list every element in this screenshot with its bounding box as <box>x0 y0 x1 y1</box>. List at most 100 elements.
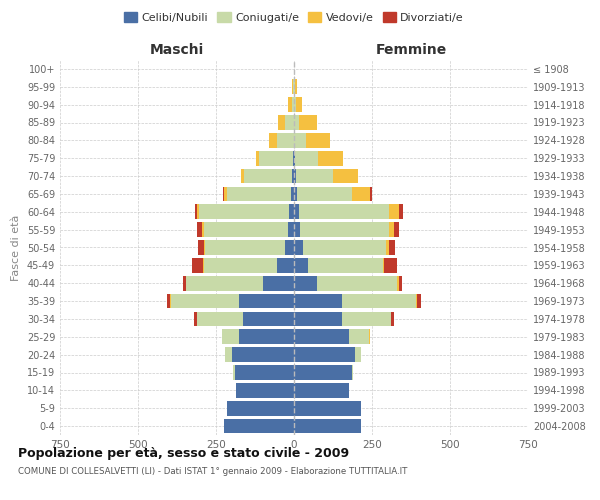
Bar <box>385 258 397 272</box>
Bar <box>236 383 294 398</box>
Bar <box>294 80 295 94</box>
Bar <box>277 133 294 148</box>
Bar <box>294 276 317 290</box>
Bar <box>235 365 294 380</box>
Bar <box>278 115 284 130</box>
Bar <box>197 204 199 219</box>
Bar <box>239 330 294 344</box>
Bar <box>239 294 294 308</box>
Bar <box>416 294 421 308</box>
Bar <box>398 204 403 219</box>
Bar <box>202 222 203 237</box>
Bar <box>293 80 294 94</box>
Bar <box>308 258 383 272</box>
Bar <box>295 151 318 166</box>
Bar <box>197 312 242 326</box>
Bar <box>300 222 389 237</box>
Bar <box>296 98 302 112</box>
Text: Popolazione per età, sesso e stato civile - 2009: Popolazione per età, sesso e stato civil… <box>18 448 349 460</box>
Bar <box>195 204 197 219</box>
Bar <box>232 348 294 362</box>
Bar <box>294 348 355 362</box>
Bar <box>182 276 186 290</box>
Bar <box>294 115 299 130</box>
Bar <box>289 204 294 219</box>
Bar <box>343 312 391 326</box>
Bar <box>294 330 349 344</box>
Bar <box>194 312 197 326</box>
Bar <box>288 222 294 237</box>
Bar <box>269 133 277 148</box>
Bar <box>292 80 293 94</box>
Bar <box>199 204 289 219</box>
Bar <box>294 312 343 326</box>
Bar <box>389 240 395 255</box>
Bar <box>355 348 361 362</box>
Bar <box>221 330 222 344</box>
Text: Femmine: Femmine <box>376 44 446 58</box>
Bar <box>167 294 170 308</box>
Bar <box>291 186 294 201</box>
Bar <box>343 294 416 308</box>
Bar <box>317 276 397 290</box>
Bar <box>394 222 398 237</box>
Bar <box>256 151 259 166</box>
Legend: Celibi/Nubili, Coniugati/e, Vedovi/e, Divorziati/e: Celibi/Nubili, Coniugati/e, Vedovi/e, Di… <box>119 8 469 28</box>
Bar <box>304 240 386 255</box>
Bar <box>352 186 370 201</box>
Bar <box>186 276 187 290</box>
Bar <box>292 168 294 184</box>
Bar <box>222 330 239 344</box>
Bar <box>226 348 232 362</box>
Y-axis label: Fasce di età: Fasce di età <box>11 214 21 280</box>
Bar <box>191 258 203 272</box>
Bar <box>284 240 294 255</box>
Bar <box>284 115 294 130</box>
Bar <box>397 276 398 290</box>
Bar <box>294 98 296 112</box>
Bar <box>383 258 385 272</box>
Bar <box>227 186 291 201</box>
Bar <box>171 294 239 308</box>
Bar <box>294 365 352 380</box>
Bar <box>292 98 294 112</box>
Bar <box>294 168 296 184</box>
Bar <box>294 419 361 434</box>
Bar <box>294 383 349 398</box>
Bar <box>318 151 343 166</box>
Bar <box>386 240 389 255</box>
Bar <box>233 365 235 380</box>
Bar <box>204 240 205 255</box>
Bar <box>294 258 308 272</box>
Bar <box>242 312 294 326</box>
Bar <box>187 276 263 290</box>
Bar <box>295 80 297 94</box>
Text: Maschi: Maschi <box>150 44 204 58</box>
Bar <box>277 258 294 272</box>
Bar <box>369 330 370 344</box>
Text: COMUNE DI COLLESALVETTI (LI) - Dati ISTAT 1° gennaio 2009 - Elaborazione TUTTITA: COMUNE DI COLLESALVETTI (LI) - Dati ISTA… <box>18 468 407 476</box>
Bar <box>398 276 401 290</box>
Bar <box>307 133 330 148</box>
Bar <box>205 240 284 255</box>
Bar <box>296 168 333 184</box>
Bar <box>170 294 171 308</box>
Bar <box>299 204 389 219</box>
Bar <box>391 312 394 326</box>
Bar <box>333 168 358 184</box>
Bar <box>259 151 293 166</box>
Bar <box>224 419 294 434</box>
Bar <box>263 276 294 290</box>
Bar <box>352 365 353 380</box>
Bar <box>294 222 300 237</box>
Bar <box>197 222 202 237</box>
Bar <box>297 186 352 201</box>
Bar <box>224 186 227 201</box>
Bar <box>288 98 292 112</box>
Bar <box>294 204 299 219</box>
Bar <box>197 240 204 255</box>
Bar <box>294 151 295 166</box>
Bar <box>294 401 361 415</box>
Bar <box>241 168 244 184</box>
Bar <box>349 330 369 344</box>
